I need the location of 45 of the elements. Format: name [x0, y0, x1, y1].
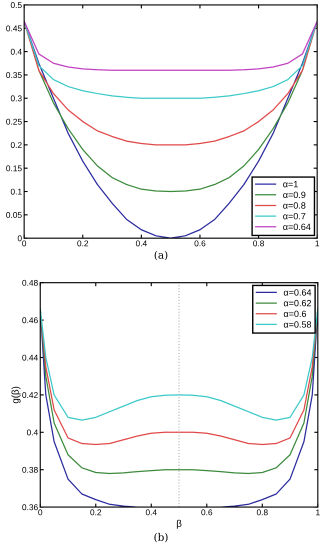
x-tick-label: 0.8 [256, 509, 268, 516]
text: (a) [154, 250, 168, 260]
x-tick-label: 0.4 [136, 240, 147, 246]
x-tick-label: 1 [316, 509, 320, 516]
y-tick-label: 0.3 [10, 95, 22, 102]
y-tick-label: 0.25 [6, 118, 22, 125]
x-axis-title: β [176, 520, 182, 529]
text: (b) [154, 532, 168, 542]
legend-label: α=1 [283, 181, 298, 188]
legend-label: α=0.7 [283, 212, 306, 220]
y-tick-label: 0.2 [10, 142, 22, 148]
legend-label: α=0.64 [283, 224, 311, 230]
x-tick-label: 0.2 [90, 509, 102, 516]
y-tick-label: 0.5 [10, 2, 22, 8]
x-tick-label: 1 [315, 240, 320, 246]
y-tick-label: 0 [18, 235, 22, 242]
x-tick-label: 0.8 [253, 240, 264, 246]
series-label: α=0.62 [284, 300, 312, 306]
y-tick-label: 0.4 [10, 48, 22, 55]
y-tick-label: 0.42 [22, 392, 38, 398]
y-tick-label: 0.38 [22, 466, 38, 473]
series-label: α=0.58 [284, 321, 312, 328]
y-tick-label: 0.05 [6, 212, 22, 218]
x-tick-label: 0.6 [194, 240, 206, 246]
line-series [24, 20, 318, 71]
line-series [40, 308, 318, 421]
x-tick-label: 0.6 [201, 509, 212, 516]
y-tick-label: 0.4 [26, 430, 38, 436]
y-tick-label: 0.35 [6, 72, 22, 78]
x-tick-label: 0.4 [146, 509, 157, 516]
x-tick-label: 0 [38, 509, 42, 516]
series-label: α=0.6 [284, 310, 306, 317]
y-tick-label: 0.48 [22, 280, 38, 286]
y-axis-title: g(β) [11, 386, 21, 404]
y-tick-label: 0.36 [22, 504, 38, 510]
line-series [40, 308, 318, 446]
y-tick-label: 0.46 [22, 317, 38, 324]
legend-label: α=0.9 [283, 192, 306, 198]
y-tick-label: 0.15 [6, 165, 22, 172]
y-tick-label: 0.45 [6, 25, 22, 32]
legend-label: α=0.8 [283, 202, 306, 209]
y-tick-label: 0.44 [22, 354, 38, 361]
x-tick-label: 0.2 [77, 240, 88, 246]
y-tick-label: 0.1 [10, 188, 22, 195]
series-label: α=0.64 [284, 289, 312, 296]
